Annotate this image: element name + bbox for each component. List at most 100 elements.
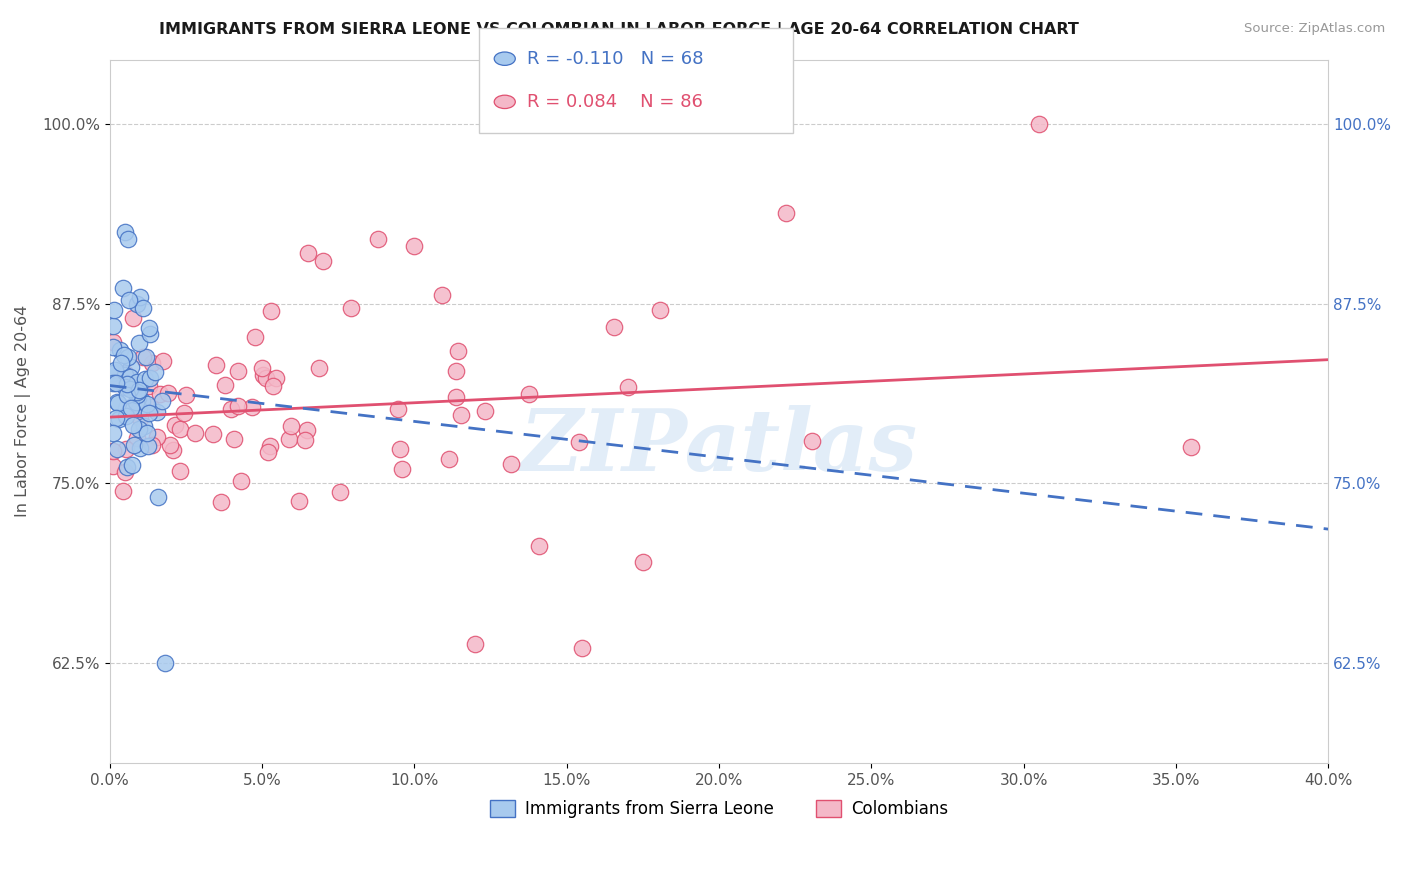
Point bbox=[444, 390, 467, 404]
Point bbox=[165, 417, 187, 432]
Point bbox=[114, 379, 136, 393]
Point bbox=[145, 430, 167, 444]
Point bbox=[105, 442, 128, 456]
Point bbox=[162, 442, 184, 457]
Point bbox=[308, 361, 330, 376]
Point bbox=[122, 418, 145, 433]
Point bbox=[259, 439, 281, 453]
Point bbox=[474, 404, 496, 418]
Point bbox=[127, 400, 149, 414]
Point bbox=[1028, 117, 1050, 131]
Point bbox=[616, 380, 638, 394]
Point bbox=[501, 457, 523, 471]
Point bbox=[118, 293, 141, 307]
Point bbox=[288, 494, 311, 508]
Text: IMMIGRANTS FROM SIERRA LEONE VS COLOMBIAN IN LABOR FORCE | AGE 20-64 CORRELATION: IMMIGRANTS FROM SIERRA LEONE VS COLOMBIA… bbox=[159, 22, 1078, 38]
Point bbox=[114, 401, 136, 416]
Text: R = 0.084    N = 86: R = 0.084 N = 86 bbox=[527, 93, 703, 111]
Point bbox=[115, 442, 138, 457]
Point bbox=[447, 343, 470, 358]
Point bbox=[280, 419, 302, 434]
Point bbox=[120, 360, 142, 375]
Point bbox=[112, 483, 135, 498]
Point bbox=[450, 408, 472, 422]
Point bbox=[250, 360, 273, 375]
Point bbox=[252, 368, 274, 382]
Point bbox=[214, 378, 236, 392]
Point bbox=[120, 401, 142, 416]
Point bbox=[388, 442, 411, 456]
Point bbox=[125, 399, 148, 413]
Point bbox=[141, 438, 163, 452]
Point bbox=[148, 490, 170, 504]
Point bbox=[129, 441, 152, 455]
Point bbox=[152, 354, 174, 368]
Point bbox=[387, 401, 409, 416]
Point bbox=[114, 368, 136, 383]
Point bbox=[101, 376, 124, 391]
Point bbox=[256, 445, 278, 459]
Point bbox=[169, 464, 191, 478]
Point bbox=[329, 485, 352, 500]
Point bbox=[567, 435, 589, 450]
Point bbox=[145, 405, 167, 419]
Point bbox=[135, 425, 157, 440]
Point bbox=[134, 372, 156, 386]
Legend: Immigrants from Sierra Leone, Colombians: Immigrants from Sierra Leone, Colombians bbox=[484, 794, 955, 825]
Point bbox=[114, 380, 136, 394]
Point bbox=[517, 387, 540, 401]
Point bbox=[264, 371, 287, 385]
Point bbox=[114, 225, 136, 239]
Point bbox=[128, 336, 150, 351]
Point bbox=[222, 432, 245, 446]
Point bbox=[118, 370, 141, 384]
Point bbox=[209, 494, 232, 508]
Point bbox=[107, 396, 129, 410]
Point bbox=[138, 321, 160, 335]
Point bbox=[104, 411, 127, 425]
Point bbox=[245, 330, 267, 344]
Point bbox=[128, 384, 150, 398]
Point bbox=[125, 384, 148, 399]
Point bbox=[295, 423, 318, 437]
Text: Source: ZipAtlas.com: Source: ZipAtlas.com bbox=[1244, 22, 1385, 36]
Point bbox=[141, 356, 163, 370]
Point bbox=[103, 375, 125, 389]
Point bbox=[143, 365, 166, 379]
Point bbox=[138, 406, 160, 420]
Point bbox=[205, 358, 228, 372]
Point bbox=[437, 452, 460, 467]
Point bbox=[125, 430, 148, 444]
Point bbox=[184, 426, 207, 441]
Point bbox=[135, 350, 157, 364]
Point bbox=[139, 400, 162, 414]
Point bbox=[132, 301, 155, 315]
Point bbox=[219, 402, 242, 417]
Point bbox=[153, 656, 176, 670]
Point bbox=[104, 363, 127, 377]
Point bbox=[294, 434, 316, 448]
Point bbox=[110, 356, 132, 370]
Point bbox=[115, 388, 138, 402]
Point bbox=[1180, 440, 1202, 454]
Point bbox=[430, 288, 453, 302]
Point bbox=[631, 555, 654, 569]
Point bbox=[101, 425, 124, 440]
Point bbox=[115, 377, 138, 392]
Point bbox=[104, 365, 127, 379]
Point bbox=[124, 377, 146, 392]
Point bbox=[115, 409, 138, 423]
Point bbox=[101, 340, 124, 354]
Point bbox=[132, 351, 155, 365]
Point bbox=[391, 462, 413, 476]
Point bbox=[173, 406, 195, 420]
Point bbox=[127, 391, 149, 405]
Point bbox=[115, 460, 138, 475]
Point bbox=[104, 376, 127, 391]
Point bbox=[101, 319, 124, 334]
Point bbox=[128, 411, 150, 425]
Point bbox=[229, 474, 252, 488]
Point bbox=[367, 232, 389, 246]
Point bbox=[571, 641, 593, 656]
Point bbox=[297, 246, 319, 260]
